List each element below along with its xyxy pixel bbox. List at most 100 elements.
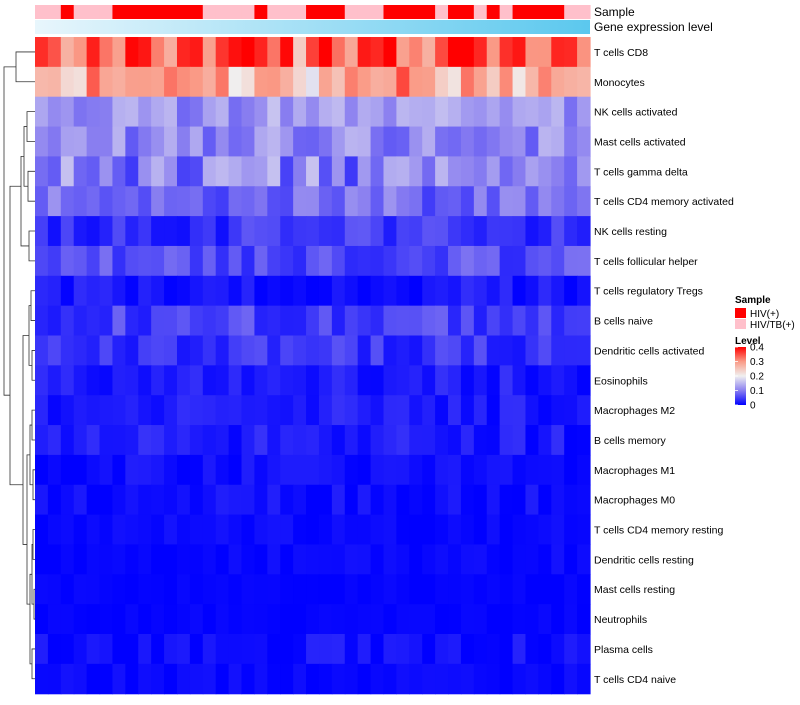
heatmap-cell: [228, 245, 243, 277]
heatmap-cell: [422, 454, 436, 486]
heatmap-cell: [538, 484, 552, 516]
heatmap-cell: [525, 365, 539, 396]
heatmap-cell: [525, 663, 539, 695]
heatmap-cell: [151, 305, 165, 337]
heatmap-cell: [473, 66, 488, 98]
heatmap-cell: [254, 634, 268, 665]
heatmap-cell: [538, 454, 552, 486]
heatmap-cell: [344, 186, 359, 217]
heatmap-cell: [448, 216, 462, 247]
heatmap-cell: [357, 186, 372, 217]
sample-annotation-cell: [202, 5, 217, 19]
heatmap-cell: [60, 66, 75, 98]
heatmap-cell: [215, 335, 230, 366]
heatmap-cell: [35, 634, 49, 665]
sample-annotation-cell: [86, 5, 101, 19]
heatmap-cell: [564, 425, 578, 456]
heatmap-cell: [448, 604, 462, 635]
heatmap-cell: [499, 96, 514, 128]
heatmap-cell: [318, 365, 333, 396]
heatmap-cell: [383, 634, 397, 665]
heatmap-cell: [215, 275, 230, 307]
heatmap-cell: [267, 335, 281, 366]
heatmap-cell: [344, 574, 359, 605]
heatmap-cell: [280, 186, 294, 217]
heatmap-cell: [176, 454, 191, 486]
heatmap-cell: [448, 275, 462, 307]
heatmap-cell: [60, 454, 75, 486]
heatmap-cell: [73, 544, 88, 575]
heatmap-cell: [318, 37, 333, 68]
heatmap-cell: [422, 365, 436, 396]
heatmap-cell: [577, 305, 591, 337]
heatmap-cell: [306, 186, 320, 217]
heatmap-cell: [370, 186, 385, 217]
heatmap-cell: [189, 484, 204, 516]
heatmap-cell: [293, 305, 307, 337]
heatmap-cell: [280, 634, 294, 665]
heatmap-cell: [99, 454, 114, 486]
heatmap-cell: [448, 126, 462, 157]
heatmap-cell: [164, 335, 178, 366]
heatmap-cell: [370, 126, 385, 157]
heatmap-cell: [47, 66, 62, 98]
heatmap-cell: [435, 604, 449, 635]
heatmap-cell: [254, 305, 268, 337]
heatmap-cell: [112, 335, 126, 366]
heatmap-cell: [241, 574, 256, 605]
heatmap-cell: [357, 365, 372, 396]
heatmap-cell: [460, 335, 475, 366]
heatmap-cell: [473, 275, 488, 307]
heatmap-cell: [460, 514, 475, 546]
heatmap-cell: [254, 245, 268, 277]
heatmap-cell: [525, 484, 539, 516]
heatmap-cell: [422, 275, 436, 307]
heatmap-cell: [125, 484, 139, 516]
heatmap-cell: [551, 454, 565, 486]
heatmap-cell: [370, 216, 385, 247]
heatmap-cell: [357, 395, 372, 426]
heatmap-cell: [435, 395, 449, 426]
heatmap-cell: [409, 245, 423, 277]
heatmap-cell: [448, 395, 462, 426]
heatmap-cell: [331, 37, 346, 68]
dendrogram-branch: [29, 573, 32, 665]
heatmap-cell: [512, 96, 527, 128]
heatmap-cell: [357, 335, 372, 366]
heatmap-cell: [228, 663, 243, 695]
heatmap-cell: [551, 156, 565, 187]
sample-annotation-cell: [538, 5, 552, 19]
heatmap-cell: [486, 454, 501, 486]
heatmap-cell: [344, 454, 359, 486]
heatmap-cell: [551, 245, 565, 277]
heatmap-cell: [525, 96, 539, 128]
heatmap-cell: [512, 37, 527, 68]
heatmap-cell: [293, 663, 307, 695]
heatmap-cell: [577, 245, 591, 277]
heatmap-cell: [164, 305, 178, 337]
heatmap-cell: [448, 365, 462, 396]
legend-level-tick-label: 0: [750, 401, 756, 412]
heatmap-cell: [435, 663, 449, 695]
heatmap-cell: [164, 216, 178, 247]
heatmap-cell: [409, 663, 423, 695]
heatmap-cell: [422, 66, 436, 98]
heatmap-cell: [228, 66, 243, 98]
heatmap-cell: [60, 216, 75, 247]
heatmap-cell: [280, 365, 294, 396]
heatmap-cell: [241, 544, 256, 575]
heatmap-cell: [512, 425, 527, 456]
heatmap-cell: [383, 126, 397, 157]
heatmap-cell: [551, 634, 565, 665]
heatmap-cell: [486, 275, 501, 307]
heatmap-cell: [267, 663, 281, 695]
sample-annotation-cell: [357, 5, 372, 19]
heatmap-cell: [564, 66, 578, 98]
heatmap-cell: [551, 96, 565, 128]
heatmap-cell: [435, 126, 449, 157]
heatmap-cell: [164, 425, 178, 456]
heatmap-cell: [448, 663, 462, 695]
heatmap-cell: [138, 275, 152, 307]
heatmap-cell: [306, 514, 320, 546]
heatmap-cell: [202, 335, 217, 366]
